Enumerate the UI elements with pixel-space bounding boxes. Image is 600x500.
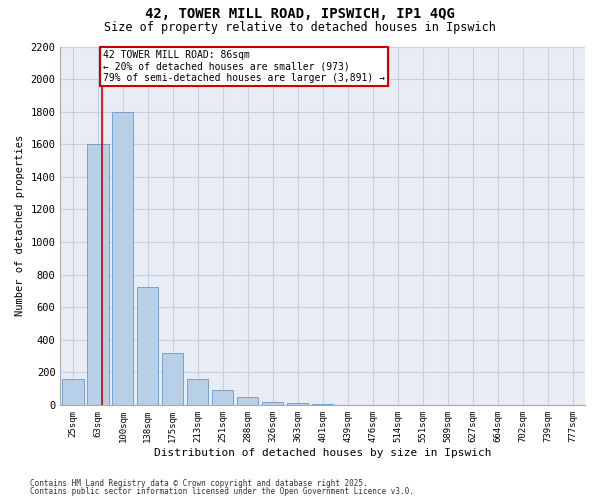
Bar	[287, 403, 308, 405]
Bar	[137, 286, 158, 405]
Bar	[187, 379, 208, 405]
Text: 42 TOWER MILL ROAD: 86sqm
← 20% of detached houses are smaller (973)
79% of semi: 42 TOWER MILL ROAD: 86sqm ← 20% of detac…	[103, 50, 385, 83]
Text: Contains HM Land Registry data © Crown copyright and database right 2025.: Contains HM Land Registry data © Crown c…	[30, 478, 368, 488]
Text: Contains public sector information licensed under the Open Government Licence v3: Contains public sector information licen…	[30, 487, 414, 496]
Text: 42, TOWER MILL ROAD, IPSWICH, IP1 4QG: 42, TOWER MILL ROAD, IPSWICH, IP1 4QG	[145, 8, 455, 22]
Bar	[237, 396, 259, 405]
Bar	[212, 390, 233, 405]
Bar	[112, 112, 133, 405]
Y-axis label: Number of detached properties: Number of detached properties	[15, 135, 25, 316]
Bar	[87, 144, 109, 405]
Bar	[162, 352, 184, 405]
Text: Size of property relative to detached houses in Ipswich: Size of property relative to detached ho…	[104, 21, 496, 34]
Bar	[312, 404, 334, 405]
Bar	[62, 379, 83, 405]
X-axis label: Distribution of detached houses by size in Ipswich: Distribution of detached houses by size …	[154, 448, 491, 458]
Bar	[262, 402, 283, 405]
